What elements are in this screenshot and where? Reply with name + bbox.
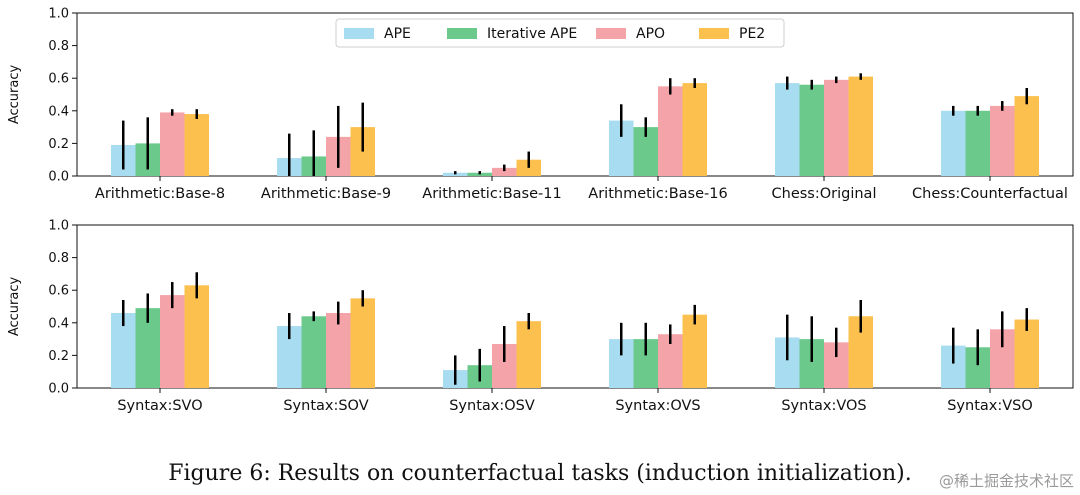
bar-apo-arithmetic-base-11 — [492, 167, 517, 176]
y-tick-label: 0.2 — [48, 137, 69, 152]
bar-pe2-arithmetic-base-16 — [682, 83, 707, 176]
bar-apo-arithmetic-base-16 — [658, 86, 683, 176]
bar-ape-chess-original — [775, 83, 800, 176]
legend: APE Iterative APE APO PE2 — [335, 18, 785, 48]
category-label-syntax-svo: Syntax:SVO — [117, 398, 202, 414]
top-bar-chart: 0.0 0.2 0.4 0.6 0.8 1.0 Accuracy Arithmetic:Bas… — [7, 7, 1074, 202]
category-label-arithmetic-base-16: Arithmetic:Base-16 — [588, 186, 727, 202]
bar-pe2-chess-original — [848, 76, 873, 176]
y-tick-label: 0.4 — [48, 104, 69, 119]
bar-iterative-ape-chess-counterfactual — [965, 110, 990, 176]
axes-frame — [76, 224, 1074, 389]
category-label-chess-counterfactual: Chess:Counterfactual — [912, 186, 1068, 202]
y-tick-label: 1.0 — [48, 7, 69, 22]
bar-ape-chess-counterfactual — [941, 110, 966, 176]
bar-pe2-chess-counterfactual — [1014, 96, 1039, 176]
y-tick-label: 0.6 — [48, 72, 69, 87]
bar-apo-chess-original — [824, 79, 849, 176]
y-tick-label: 0.8 — [48, 251, 69, 266]
bottom-bar-chart: 0.0 0.2 0.4 0.6 0.8 1.0 Accuracy Syntax:SVO Synt… — [7, 219, 1074, 414]
category-label-syntax-sov: Syntax:SOV — [283, 398, 368, 414]
category-label-syntax-osv: Syntax:OSV — [449, 398, 535, 414]
category-label-arithmetic-base-8: Arithmetic:Base-8 — [95, 186, 225, 202]
legend-label-iterative-ape: Iterative APE — [487, 26, 577, 42]
legend-swatch-pe2 — [699, 28, 729, 39]
y-tick-label: 0.8 — [48, 39, 69, 54]
y-tick-label: 0.6 — [48, 284, 69, 299]
bar-apo-syntax-svo — [160, 295, 185, 388]
legend-swatch-ape — [344, 28, 374, 39]
category-label-syntax-ovs: Syntax:OVS — [615, 398, 700, 414]
figure-caption: Figure 6: Results on counterfactual task… — [168, 461, 912, 486]
bar-pe2-syntax-ovs — [682, 314, 707, 388]
bar-apo-arithmetic-base-8 — [160, 112, 185, 176]
legend-swatch-apo — [596, 28, 626, 39]
category-label-chess-original: Chess:Original — [772, 186, 877, 202]
y-tick-label: 1.0 — [48, 219, 69, 234]
bar-pe2-syntax-svo — [184, 285, 209, 388]
y-tick-label: 0.0 — [48, 382, 69, 397]
bar-iterative-ape-chess-original — [799, 84, 824, 176]
category-label-syntax-vos: Syntax:VOS — [781, 398, 866, 414]
axes-frame — [76, 12, 1074, 177]
legend-label-ape: APE — [384, 26, 411, 42]
legend-box — [335, 18, 785, 48]
bar-apo-chess-counterfactual — [990, 105, 1015, 176]
bar-apo-syntax-sov — [326, 313, 351, 388]
category-label-syntax-vso: Syntax:VSO — [947, 398, 1033, 414]
y-tick-label: 0.4 — [48, 316, 69, 331]
bar-iterative-ape-syntax-sov — [301, 316, 326, 388]
y-tick-label: 0.2 — [48, 349, 69, 364]
bar-pe2-arithmetic-base-8 — [184, 114, 209, 176]
y-tick-label: 0.0 — [48, 170, 69, 185]
legend-swatch-iterative-ape — [447, 28, 477, 39]
watermark: @稀土掘金技术社区 — [939, 472, 1074, 490]
category-label-arithmetic-base-9: Arithmetic:Base-9 — [261, 186, 391, 202]
y-axis-label: Accuracy — [7, 277, 22, 337]
y-axis-label: Accuracy — [7, 65, 22, 125]
category-label-arithmetic-base-11: Arithmetic:Base-11 — [422, 186, 561, 202]
bar-pe2-syntax-osv — [516, 321, 541, 388]
bar-pe2-syntax-sov — [350, 298, 375, 388]
legend-label-pe2: PE2 — [739, 26, 765, 42]
legend-label-apo: APO — [636, 26, 665, 42]
